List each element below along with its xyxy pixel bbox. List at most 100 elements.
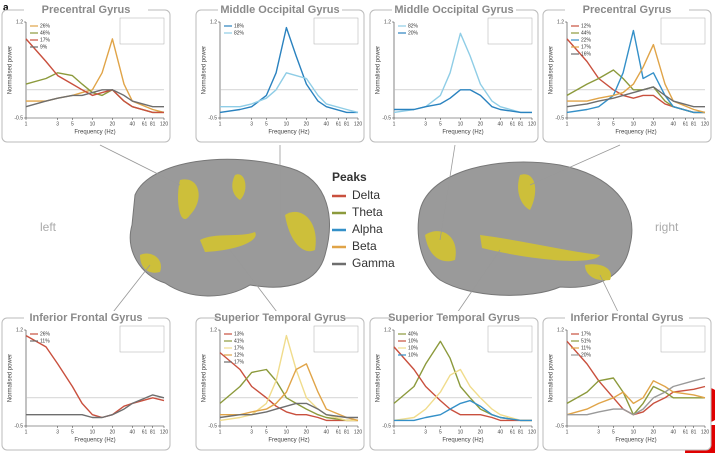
x-axis-label: Frequency (Hz) bbox=[615, 130, 656, 136]
y-tick-label: 1.2 bbox=[384, 19, 391, 25]
inset bbox=[119, 325, 165, 353]
x-tick-label: 1 bbox=[25, 121, 28, 127]
y-tick-label: 1.2 bbox=[210, 327, 217, 333]
x-tick-label: 81 bbox=[150, 429, 156, 435]
x-tick-label: 40 bbox=[130, 121, 136, 127]
panel-title-bg bbox=[392, 311, 516, 324]
x-tick-label: 20 bbox=[110, 429, 116, 435]
x-tick-label: 40 bbox=[671, 429, 677, 435]
x-tick-label: 61 bbox=[142, 429, 148, 435]
figure-label: a bbox=[3, 3, 9, 14]
x-tick-label: 10 bbox=[90, 429, 96, 435]
series-line bbox=[393, 346, 532, 422]
inset bbox=[313, 325, 359, 353]
legend-label: 9% bbox=[40, 44, 48, 50]
x-tick-label: 3 bbox=[424, 429, 427, 435]
series-line bbox=[567, 377, 706, 416]
panel-title: Precentral Gyrus bbox=[583, 4, 672, 16]
x-tick-label: 40 bbox=[324, 429, 330, 435]
panel-title-bg bbox=[218, 311, 342, 324]
series-line bbox=[26, 394, 165, 419]
x-tick-label: 1 bbox=[393, 429, 396, 435]
x-tick-label: 20 bbox=[478, 429, 484, 435]
y-tick-label: 1.2 bbox=[557, 327, 564, 333]
x-tick-label: 10 bbox=[458, 121, 464, 127]
x-tick-label: 61 bbox=[336, 121, 342, 127]
legend-label: 18% bbox=[234, 23, 245, 29]
panel-title-bg bbox=[24, 311, 148, 324]
y-axis-label: Normalised power bbox=[376, 354, 382, 402]
legend-label: Beta bbox=[352, 239, 377, 253]
legend-label: 17% bbox=[234, 359, 245, 365]
series-line bbox=[220, 72, 359, 114]
x-tick-label: 81 bbox=[691, 429, 697, 435]
x-axis-label: Frequency (Hz) bbox=[268, 438, 309, 444]
legend-label: 44% bbox=[581, 30, 592, 36]
x-tick-label: 5 bbox=[612, 121, 615, 127]
y-axis-label: Normalised power bbox=[8, 46, 14, 94]
series-line bbox=[220, 363, 359, 422]
x-tick-label: 10 bbox=[90, 121, 96, 127]
series-line bbox=[25, 89, 164, 108]
x-tick-label: 5 bbox=[612, 429, 615, 435]
legend-label: 20% bbox=[408, 30, 419, 36]
legend-label: 41% bbox=[234, 338, 245, 344]
y-tick-label: -0.5 bbox=[14, 115, 23, 121]
y-tick-label: 1.2 bbox=[16, 19, 23, 25]
x-tick-label: 3 bbox=[597, 121, 600, 127]
x-tick-label: 40 bbox=[498, 121, 504, 127]
legend-label: Theta bbox=[352, 205, 383, 219]
x-tick-label: 10 bbox=[631, 429, 637, 435]
hemisphere-label: right bbox=[655, 220, 679, 234]
inset bbox=[119, 17, 165, 45]
legend-label: 10% bbox=[408, 345, 419, 351]
panel-title-bg bbox=[392, 3, 516, 16]
x-tick-label: 40 bbox=[324, 121, 330, 127]
x-tick-label: 10 bbox=[631, 121, 637, 127]
x-tick-label: 20 bbox=[304, 121, 310, 127]
inset bbox=[660, 17, 706, 45]
x-tick-label: 3 bbox=[250, 429, 253, 435]
x-tick-label: 61 bbox=[336, 429, 342, 435]
series-line bbox=[394, 89, 532, 114]
x-tick-label: 81 bbox=[691, 121, 697, 127]
legend-label: 10% bbox=[408, 338, 419, 344]
y-tick-label: 1.2 bbox=[16, 327, 23, 333]
x-tick-label: 5 bbox=[265, 121, 268, 127]
x-tick-label: 120 bbox=[354, 121, 363, 127]
x-tick-label: 3 bbox=[424, 121, 427, 127]
x-axis-label: Frequency (Hz) bbox=[442, 130, 483, 136]
series-line bbox=[566, 380, 706, 416]
x-tick-label: 120 bbox=[701, 121, 710, 127]
legend-label: 17% bbox=[581, 331, 592, 337]
series-line bbox=[566, 340, 706, 416]
x-tick-label: 20 bbox=[478, 121, 484, 127]
legend-label: 46% bbox=[40, 30, 51, 36]
x-tick-label: 1 bbox=[25, 429, 28, 435]
x-tick-label: 1 bbox=[566, 121, 569, 127]
x-tick-label: 5 bbox=[439, 429, 442, 435]
y-tick-label: -0.5 bbox=[555, 423, 564, 429]
y-tick-label: -0.5 bbox=[208, 115, 217, 121]
legend-label: 11% bbox=[40, 338, 50, 344]
legend-label: 26% bbox=[40, 23, 51, 29]
series-line bbox=[219, 368, 358, 422]
y-tick-label: -0.5 bbox=[382, 423, 391, 429]
panel-title-bg bbox=[565, 311, 689, 324]
legend-label: 13% bbox=[234, 331, 245, 337]
panel-title: Superior Temporal Gyrus bbox=[214, 312, 346, 324]
series-line bbox=[566, 29, 705, 114]
left-brain bbox=[129, 158, 330, 297]
series-line bbox=[566, 86, 705, 108]
x-tick-label: 20 bbox=[651, 429, 657, 435]
y-tick-label: -0.5 bbox=[14, 423, 23, 429]
panel-title-bg bbox=[24, 3, 148, 16]
x-tick-label: 10 bbox=[284, 121, 290, 127]
series-line bbox=[219, 352, 358, 422]
x-tick-label: 3 bbox=[597, 429, 600, 435]
x-tick-label: 1 bbox=[566, 429, 569, 435]
right-brain bbox=[417, 161, 633, 296]
y-tick-label: -0.5 bbox=[555, 115, 564, 121]
x-tick-label: 81 bbox=[150, 121, 156, 127]
panel-title: Middle Occipital Gyrus bbox=[394, 4, 513, 16]
